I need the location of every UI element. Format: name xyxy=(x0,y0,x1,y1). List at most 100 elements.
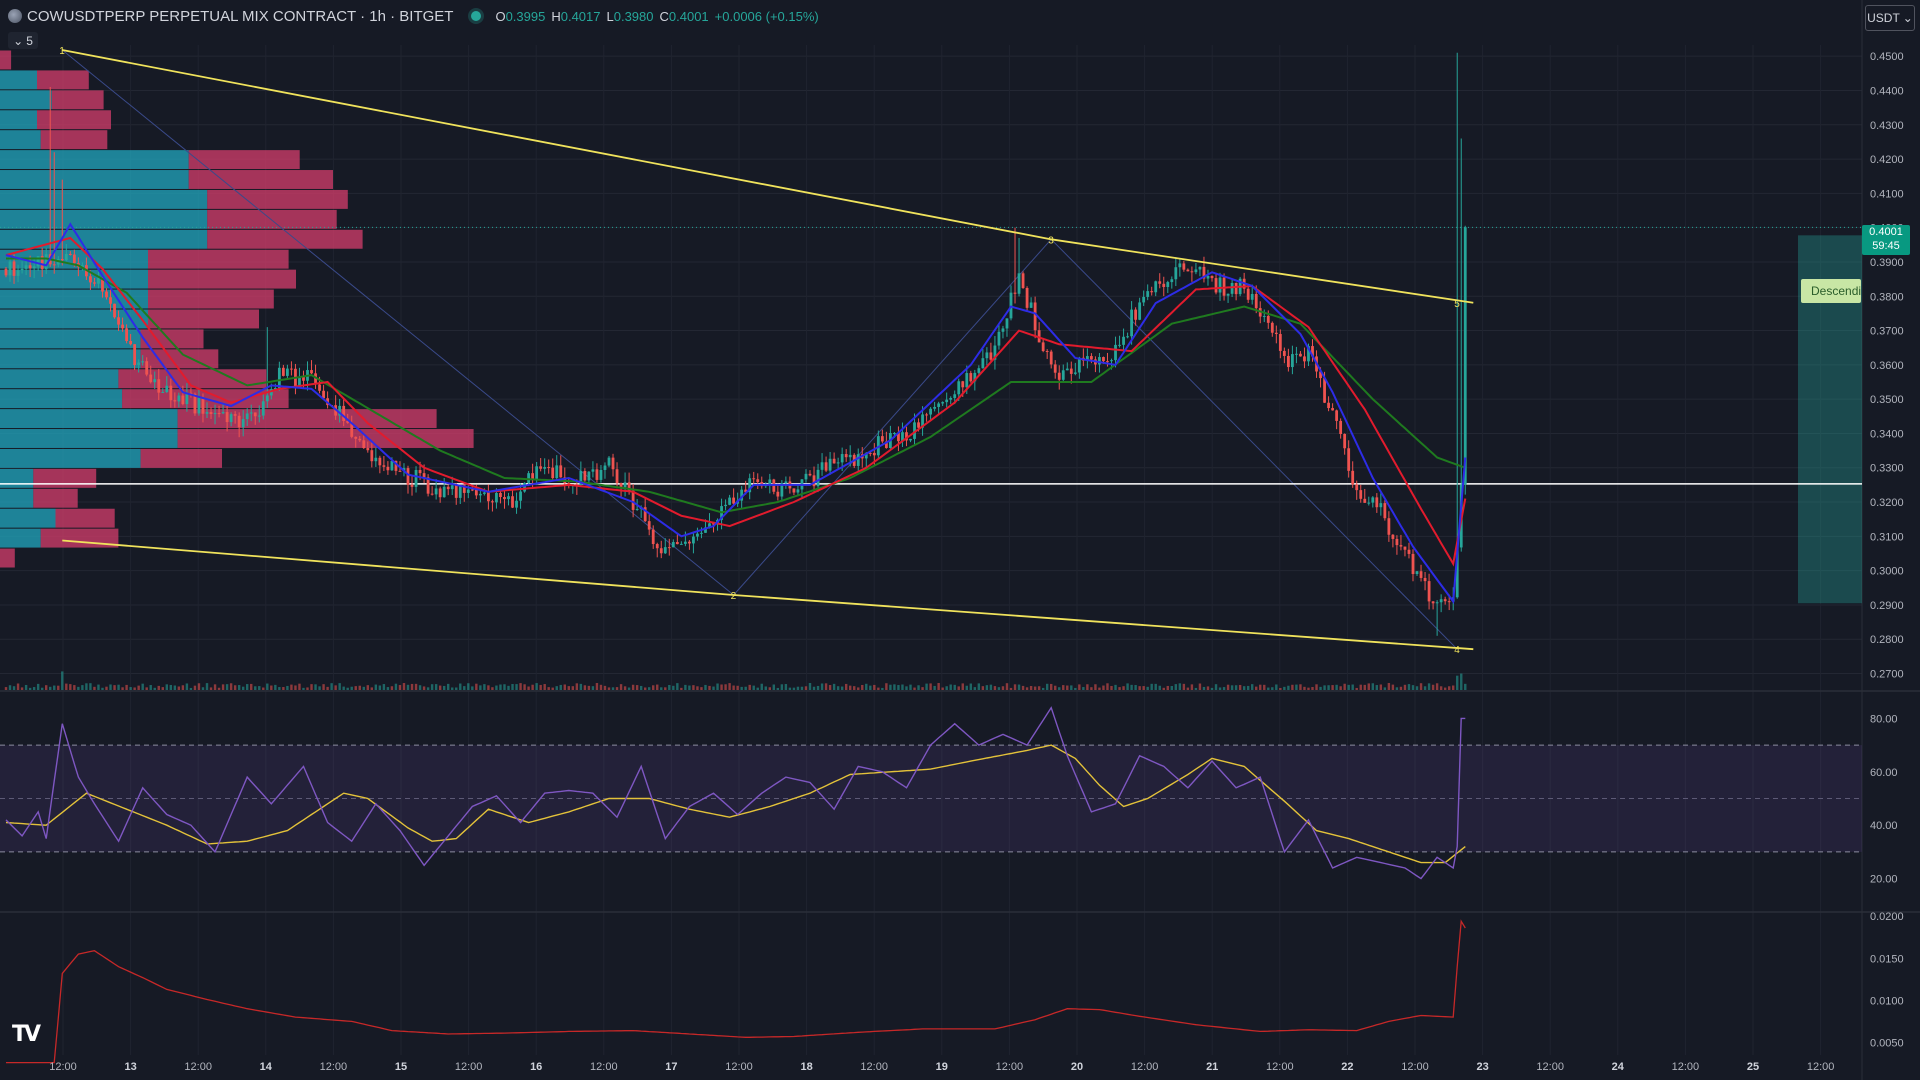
price-axis-label: 0.3200 xyxy=(1870,497,1904,509)
candle-body xyxy=(531,473,535,480)
volume-bar xyxy=(386,687,390,690)
candle-body xyxy=(113,303,116,318)
candle-body xyxy=(342,405,346,421)
volume-bar xyxy=(318,686,321,690)
candle-body xyxy=(969,373,973,382)
volume-profile-up-bar xyxy=(0,349,141,369)
candle-body xyxy=(1214,278,1218,293)
candle-body xyxy=(832,458,836,464)
volume-bar xyxy=(1303,686,1306,690)
time-axis-label: 23 xyxy=(1476,1061,1488,1073)
volume-bar xyxy=(442,685,446,690)
volume-bar xyxy=(475,683,478,690)
pattern-label[interactable]: Descending Wedge xyxy=(1801,279,1861,303)
candle-body xyxy=(1311,346,1314,357)
volume-bar xyxy=(390,686,394,690)
price-axis-label: 0.3800 xyxy=(1870,291,1904,303)
volume-bar xyxy=(394,683,398,690)
volume-bar xyxy=(1001,686,1005,690)
candle-body xyxy=(1210,275,1214,279)
symbol-title[interactable]: COWUSDTPERP PERPETUAL MIX CONTRACT · 1h … xyxy=(27,7,454,25)
volume-bar xyxy=(603,685,607,690)
candle-body xyxy=(1005,318,1009,329)
volume-bar xyxy=(1037,686,1041,690)
time-axis-label: 12:00 xyxy=(1672,1061,1700,1073)
candle-body xyxy=(1138,302,1142,320)
candle-body xyxy=(925,414,928,416)
candle-body xyxy=(953,394,957,398)
candle-body xyxy=(193,393,197,414)
volume-bar xyxy=(217,687,221,690)
candle-body xyxy=(921,414,924,428)
candle-body xyxy=(599,469,603,480)
volume-bar xyxy=(969,683,972,690)
candle-body xyxy=(675,542,679,545)
volume-bar xyxy=(1154,683,1157,690)
volume-bar xyxy=(1375,685,1379,690)
candle-body xyxy=(1270,322,1274,333)
candle-body xyxy=(93,282,96,284)
volume-profile-up-bar xyxy=(0,389,123,409)
volume-bar xyxy=(953,684,956,690)
volume-bar xyxy=(563,684,566,690)
volume-bar xyxy=(744,686,747,690)
candle-body xyxy=(985,352,989,359)
time-axis-label: 12:00 xyxy=(590,1061,618,1073)
candle-body xyxy=(1415,571,1419,574)
candle-body xyxy=(491,501,494,503)
candle-body xyxy=(1250,293,1254,300)
candle-body xyxy=(1073,372,1077,374)
candle-body xyxy=(225,412,229,423)
volume-bar xyxy=(225,684,229,690)
candle-body xyxy=(575,484,579,486)
candle-body xyxy=(277,367,281,389)
volume-bar xyxy=(193,685,197,690)
volume-bar xyxy=(1045,683,1049,690)
volume-bar xyxy=(173,685,177,690)
volume-bar xyxy=(85,683,88,690)
volume-profile-up-bar xyxy=(0,90,52,110)
tradingview-logo-icon[interactable]: TV xyxy=(12,1022,41,1047)
candle-body xyxy=(752,478,756,480)
volume-bar xyxy=(1005,683,1009,690)
volume-bar xyxy=(1086,684,1089,690)
volume-bar xyxy=(24,684,28,690)
candle-body xyxy=(1411,553,1415,574)
volume-bar xyxy=(1415,686,1419,690)
indicators-toggle-button[interactable]: ⌄ 5 xyxy=(8,32,38,49)
candle-body xyxy=(386,466,390,471)
candle-body xyxy=(527,473,530,483)
volume-bar xyxy=(768,687,771,690)
volume-bar xyxy=(1222,687,1226,690)
volume-bar xyxy=(1050,683,1053,690)
volume-bar xyxy=(583,685,587,690)
volume-bar xyxy=(865,683,868,690)
volume-bar xyxy=(575,683,579,690)
volume-bar xyxy=(1255,686,1258,690)
volume-profile-up-bar xyxy=(0,508,56,528)
candle-body xyxy=(1447,601,1451,603)
volume-bar xyxy=(905,686,908,690)
candle-body xyxy=(1307,346,1310,362)
volume-bar xyxy=(1009,687,1013,690)
candle-body xyxy=(768,479,772,485)
volume-bar xyxy=(378,685,382,690)
volume-bar xyxy=(756,687,759,690)
volume-bar xyxy=(1058,687,1061,690)
volume-bar xyxy=(849,685,852,690)
candle-body xyxy=(1065,368,1069,371)
volume-profile-up-bar xyxy=(0,70,37,90)
volume-bar xyxy=(1299,684,1302,690)
candle-body xyxy=(824,462,828,471)
volume-bar xyxy=(901,684,904,690)
currency-select[interactable]: USDT ⌄ xyxy=(1865,5,1915,31)
volume-bar xyxy=(909,684,912,690)
volume-bar xyxy=(250,683,253,690)
indicator-count: 5 xyxy=(26,33,33,48)
volume-bar xyxy=(1162,687,1165,690)
volume-profile-down-bar xyxy=(177,429,474,448)
volume-bar xyxy=(1295,684,1298,690)
candle-body xyxy=(205,412,209,414)
volume-bar xyxy=(1134,685,1137,690)
